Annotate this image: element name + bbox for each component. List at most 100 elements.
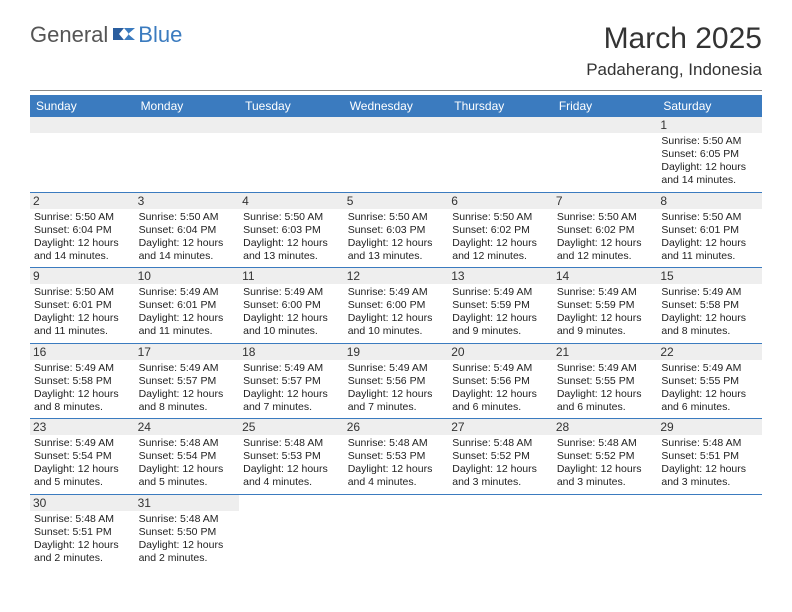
sunrise-text: Sunrise: 5:49 AM	[34, 437, 131, 450]
sunset-text: Sunset: 5:56 PM	[348, 375, 445, 388]
calendar-week: 9Sunrise: 5:50 AMSunset: 6:01 PMDaylight…	[30, 268, 762, 344]
sunset-text: Sunset: 5:54 PM	[34, 450, 131, 463]
daylight-text: Daylight: 12 hours and 6 minutes.	[557, 388, 654, 414]
calendar-cell	[448, 494, 553, 569]
sunrise-text: Sunrise: 5:49 AM	[348, 286, 445, 299]
logo-text-general: General	[30, 22, 108, 48]
calendar-cell	[448, 117, 553, 192]
day-number: 4	[239, 193, 344, 209]
daylight-text: Daylight: 12 hours and 9 minutes.	[557, 312, 654, 338]
daylight-text: Daylight: 12 hours and 12 minutes.	[452, 237, 549, 263]
calendar-cell: 23Sunrise: 5:49 AMSunset: 5:54 PMDayligh…	[30, 419, 135, 495]
day-number: 6	[448, 193, 553, 209]
sunrise-text: Sunrise: 5:48 AM	[661, 437, 758, 450]
day-info: Sunrise: 5:50 AMSunset: 6:01 PMDaylight:…	[34, 286, 131, 339]
sunset-text: Sunset: 5:55 PM	[661, 375, 758, 388]
day-info: Sunrise: 5:49 AMSunset: 6:01 PMDaylight:…	[139, 286, 236, 339]
day-number: 23	[30, 419, 135, 435]
daylight-text: Daylight: 12 hours and 2 minutes.	[34, 539, 131, 565]
day-number	[553, 117, 658, 133]
daylight-text: Daylight: 12 hours and 3 minutes.	[661, 463, 758, 489]
sunset-text: Sunset: 6:04 PM	[139, 224, 236, 237]
calendar-cell: 4Sunrise: 5:50 AMSunset: 6:03 PMDaylight…	[239, 192, 344, 268]
calendar-cell: 25 Sunrise: 5:48 AMSunset: 5:53 PMDayligh…	[239, 419, 344, 495]
day-number	[448, 117, 553, 133]
sunrise-text: Sunrise: 5:48 AM	[557, 437, 654, 450]
day-info: Sunrise: 5:50 AMSunset: 6:04 PMDaylight:…	[34, 211, 131, 264]
day-info: Sunrise: 5:48 AMSunset: 5:54 PMDaylight:…	[139, 437, 236, 490]
page-title: March 2025	[586, 22, 762, 56]
sunrise-text: Sunrise: 5:48 AM	[452, 437, 549, 450]
sunset-text: Sunset: 6:01 PM	[139, 299, 236, 312]
daylight-text: Daylight: 12 hours and 6 minutes.	[661, 388, 758, 414]
day-info: Sunrise: 5:50 AMSunset: 6:02 PMDaylight:…	[452, 211, 549, 264]
day-number: 15	[657, 268, 762, 284]
sunrise-text: Sunrise: 5:48 AM	[139, 513, 236, 526]
flag-icon	[113, 26, 135, 47]
daylight-text: Daylight: 12 hours and 13 minutes.	[348, 237, 445, 263]
calendar-cell: 27 Sunrise: 5:48 AMSunset: 5:52 PMDayligh…	[448, 419, 553, 495]
calendar-week: 30 Sunrise: 5:48 AMSunset: 5:51 PMDayligh…	[30, 494, 762, 569]
day-number: 1	[657, 117, 762, 133]
sunrise-text: Sunrise: 5:48 AM	[243, 437, 340, 450]
calendar-week: 1 Sunrise: 5:50 AMSunset: 6:05 PMDaylight…	[30, 117, 762, 192]
calendar-cell	[239, 117, 344, 192]
calendar-cell: 12Sunrise: 5:49 AMSunset: 6:00 PMDayligh…	[344, 268, 449, 344]
day-number: 29	[657, 419, 762, 435]
sunset-text: Sunset: 6:05 PM	[661, 148, 758, 161]
sunrise-text: Sunrise: 5:49 AM	[243, 362, 340, 375]
day-info: Sunrise: 5:49 AMSunset: 5:56 PMDaylight:…	[348, 362, 445, 415]
day-number: 22	[657, 344, 762, 360]
day-info: Sunrise: 5:49 AMSunset: 5:59 PMDaylight:…	[452, 286, 549, 339]
daylight-text: Daylight: 12 hours and 7 minutes.	[243, 388, 340, 414]
calendar-cell: 10Sunrise: 5:49 AMSunset: 6:01 PMDayligh…	[135, 268, 240, 344]
day-number: 7	[553, 193, 658, 209]
header: General Blue March 2025 Padaherang, Indo…	[0, 0, 792, 86]
daylight-text: Daylight: 12 hours and 10 minutes.	[348, 312, 445, 338]
day-info: Sunrise: 5:48 AMSunset: 5:52 PMDaylight:…	[452, 437, 549, 490]
calendar-header-row: SundayMondayTuesdayWednesdayThursdayFrid…	[30, 95, 762, 117]
sunset-text: Sunset: 5:51 PM	[661, 450, 758, 463]
calendar-cell: 18Sunrise: 5:49 AMSunset: 5:57 PMDayligh…	[239, 343, 344, 419]
day-header: Friday	[553, 95, 658, 117]
calendar-cell: 21Sunrise: 5:49 AMSunset: 5:55 PMDayligh…	[553, 343, 658, 419]
day-number: 30	[30, 495, 135, 511]
calendar-cell: 14Sunrise: 5:49 AMSunset: 5:59 PMDayligh…	[553, 268, 658, 344]
day-info: Sunrise: 5:50 AMSunset: 6:01 PMDaylight:…	[661, 211, 758, 264]
calendar-cell: 15Sunrise: 5:49 AMSunset: 5:58 PMDayligh…	[657, 268, 762, 344]
calendar-week: 23 Sunrise: 5:49 AMSunset: 5:54 PM Dayligh…	[30, 419, 762, 495]
sunset-text: Sunset: 5:53 PM	[243, 450, 340, 463]
calendar-cell: 31Sunrise: 5:48 AMSunset: 5:50 PMDayligh…	[135, 494, 240, 569]
calendar-cell: 13 Sunrise: 5:49 AMSunset: 5:59 PMDayligh…	[448, 268, 553, 344]
daylight-text: Daylight: 12 hours and 14 minutes.	[34, 237, 131, 263]
sunrise-text: Sunrise: 5:50 AM	[34, 286, 131, 299]
sunset-text: Sunset: 6:01 PM	[34, 299, 131, 312]
daylight-text: Daylight: 12 hours and 4 minutes.	[243, 463, 340, 489]
day-number: 5	[344, 193, 449, 209]
day-number: 25	[239, 419, 344, 435]
sunset-text: Sunset: 6:02 PM	[452, 224, 549, 237]
sunset-text: Sunset: 6:03 PM	[348, 224, 445, 237]
day-number: 11	[239, 268, 344, 284]
sunset-text: Sunset: 5:50 PM	[139, 526, 236, 539]
calendar-cell: 9Sunrise: 5:50 AMSunset: 6:01 PMDaylight…	[30, 268, 135, 344]
sunrise-text: Sunrise: 5:48 AM	[34, 513, 131, 526]
day-number: 27	[448, 419, 553, 435]
daylight-text: Daylight: 12 hours and 14 minutes.	[661, 161, 758, 187]
calendar-cell	[135, 117, 240, 192]
daylight-text: Daylight: 12 hours and 9 minutes.	[452, 312, 549, 338]
sunset-text: Sunset: 6:03 PM	[243, 224, 340, 237]
day-info: Sunrise: 5:49 AMSunset: 6:00 PMDaylight:…	[348, 286, 445, 339]
sunset-text: Sunset: 5:53 PM	[348, 450, 445, 463]
calendar-cell: 16Sunrise: 5:49 AMSunset: 5:58 PMDayligh…	[30, 343, 135, 419]
day-info: Sunrise: 5:50 AMSunset: 6:05 PMDaylight:…	[661, 135, 758, 188]
sunrise-text: Sunrise: 5:50 AM	[243, 211, 340, 224]
day-info: Sunrise: 5:48 AMSunset: 5:51 PMDaylight:…	[34, 513, 131, 566]
day-info: Sunrise: 5:49 AMSunset: 5:59 PMDaylight:…	[557, 286, 654, 339]
day-number: 20	[448, 344, 553, 360]
day-number: 19	[344, 344, 449, 360]
day-header: Monday	[135, 95, 240, 117]
sunrise-text: Sunrise: 5:50 AM	[661, 211, 758, 224]
day-number: 13	[448, 268, 553, 284]
sunset-text: Sunset: 6:02 PM	[557, 224, 654, 237]
